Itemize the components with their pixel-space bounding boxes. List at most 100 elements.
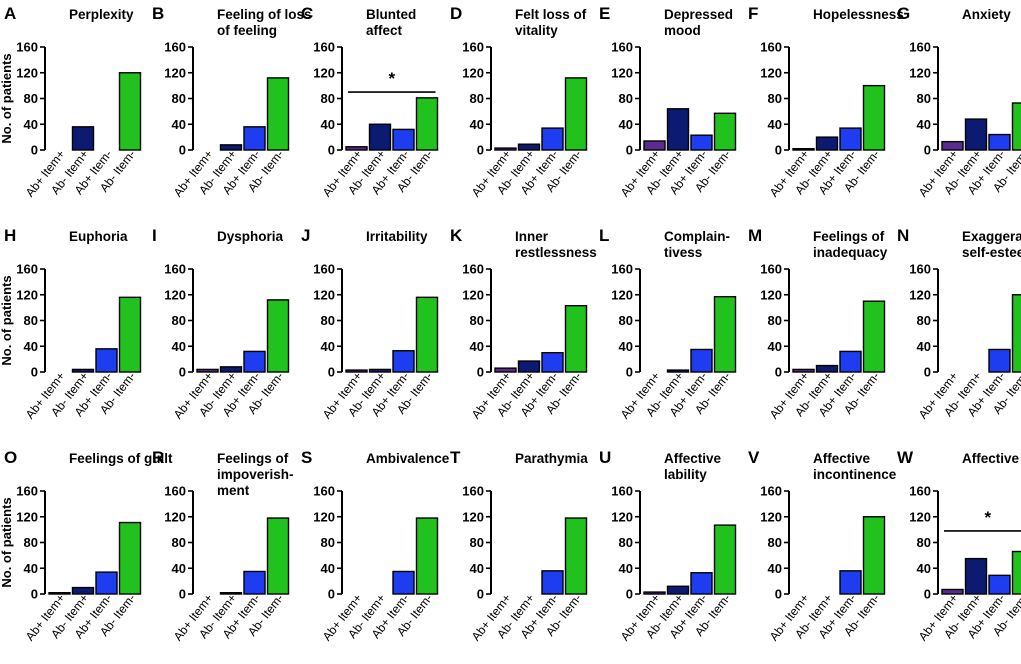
y-tick-label-s: 0	[328, 587, 335, 602]
y-tick-label-j: 160	[313, 262, 335, 277]
y-axis-title-a: No. of patients	[0, 53, 14, 143]
panel-title-n: self-esteem	[962, 245, 1021, 260]
y-tick-label-r: 40	[172, 561, 186, 576]
panel-label-j: J	[301, 226, 310, 245]
panel-label-u: U	[599, 448, 611, 467]
bar-h-2	[71, 368, 95, 373]
panel-label-c: C	[301, 4, 313, 23]
panel-title-c: affect	[366, 23, 403, 38]
bar-k-1	[494, 367, 517, 373]
panel-label-i: I	[152, 226, 157, 245]
bar-g-4	[1011, 102, 1021, 151]
panel-label-r: R	[152, 448, 164, 467]
bar-b-2	[219, 144, 243, 151]
y-tick-label-f: 160	[760, 40, 782, 55]
bar-d-4	[564, 77, 588, 151]
y-tick-label-h: 120	[16, 287, 38, 302]
bar-e-1	[643, 140, 666, 151]
panel-title-e: mood	[664, 23, 701, 38]
y-tick-label-m: 120	[760, 287, 782, 302]
y-tick-label-o: 40	[24, 561, 38, 576]
y-tick-label-d: 160	[462, 40, 484, 55]
y-tick-label-t: 0	[477, 587, 484, 602]
bar-o-1	[48, 592, 71, 595]
panel-label-s: S	[301, 448, 312, 467]
y-tick-label-u: 80	[619, 535, 633, 550]
y-tick-label-i: 40	[172, 339, 186, 354]
y-tick-label-a: 0	[31, 143, 38, 158]
y-tick-label-v: 40	[768, 561, 782, 576]
y-tick-label-w: 0	[924, 587, 931, 602]
bar-j-1	[345, 369, 368, 373]
panel-label-o: O	[4, 448, 17, 467]
y-tick-label-r: 160	[164, 484, 186, 499]
y-tick-label-s: 80	[321, 535, 335, 550]
y-tick-label-c: 80	[321, 91, 335, 106]
bar-a-2	[71, 126, 95, 151]
bar-m-1	[792, 368, 815, 373]
y-tick-label-n: 40	[917, 339, 931, 354]
y-tick-label-b: 40	[172, 117, 186, 132]
panel-title-m: Feelings of	[813, 229, 885, 244]
panel-title-e: Depressed	[664, 7, 733, 22]
y-axis-title-o: No. of patients	[0, 497, 14, 587]
y-tick-label-r: 120	[164, 509, 186, 524]
y-tick-label-c: 160	[313, 40, 335, 55]
bar-r-4	[266, 517, 290, 595]
y-tick-label-j: 40	[321, 339, 335, 354]
y-tick-label-l: 160	[611, 262, 633, 277]
panel-label-n: N	[897, 226, 909, 245]
panel-title-o: Feelings of guilt	[69, 451, 173, 466]
panel-title-l: tivess	[664, 245, 702, 260]
y-tick-label-h: 80	[24, 313, 38, 328]
y-tick-label-i: 120	[164, 287, 186, 302]
bar-j-4	[415, 296, 439, 373]
y-tick-label-s: 40	[321, 561, 335, 576]
y-tick-label-g: 0	[924, 143, 931, 158]
bar-r-2	[219, 592, 243, 595]
bar-n-3	[988, 348, 1011, 373]
y-tick-label-u: 120	[611, 509, 633, 524]
bar-h-3	[95, 348, 118, 373]
bar-l-2	[666, 369, 690, 373]
bar-e-4	[713, 112, 737, 151]
y-tick-label-b: 160	[164, 40, 186, 55]
panel-title-g: Anxiety	[962, 7, 1011, 22]
bar-u-3	[690, 572, 713, 595]
y-tick-label-d: 40	[470, 117, 484, 132]
y-tick-label-d: 0	[477, 143, 484, 158]
y-tick-label-g: 160	[909, 40, 931, 55]
y-tick-label-f: 40	[768, 117, 782, 132]
panel-title-j: Irritability	[366, 229, 428, 244]
y-tick-label-e: 160	[611, 40, 633, 55]
bar-e-2	[666, 108, 690, 151]
bar-k-2	[517, 360, 541, 373]
panel-title-v: incontinence	[813, 467, 897, 482]
bar-g-2	[964, 118, 988, 151]
y-tick-label-m: 160	[760, 262, 782, 277]
y-tick-label-f: 80	[768, 91, 782, 106]
panel-label-f: F	[748, 4, 758, 23]
y-tick-label-k: 0	[477, 365, 484, 380]
y-tick-label-e: 40	[619, 117, 633, 132]
y-tick-label-i: 160	[164, 262, 186, 277]
bar-b-3	[243, 126, 266, 151]
bar-a-4	[118, 72, 142, 151]
panel-label-l: L	[599, 226, 609, 245]
panel-title-r: ment	[217, 483, 250, 498]
y-tick-label-r: 0	[179, 587, 186, 602]
panel-label-d: D	[450, 4, 462, 23]
panel-title-u: Affective	[664, 451, 722, 466]
y-tick-label-d: 80	[470, 91, 484, 106]
bar-v-3	[839, 570, 862, 595]
y-tick-label-m: 80	[768, 313, 782, 328]
y-tick-label-n: 120	[909, 287, 931, 302]
y-tick-label-h: 160	[16, 262, 38, 277]
bar-o-3	[95, 571, 118, 595]
y-tick-label-m: 0	[775, 365, 782, 380]
bar-l-3	[690, 348, 713, 373]
y-tick-label-e: 80	[619, 91, 633, 106]
bar-u-2	[666, 585, 690, 595]
bar-m-4	[862, 300, 886, 373]
